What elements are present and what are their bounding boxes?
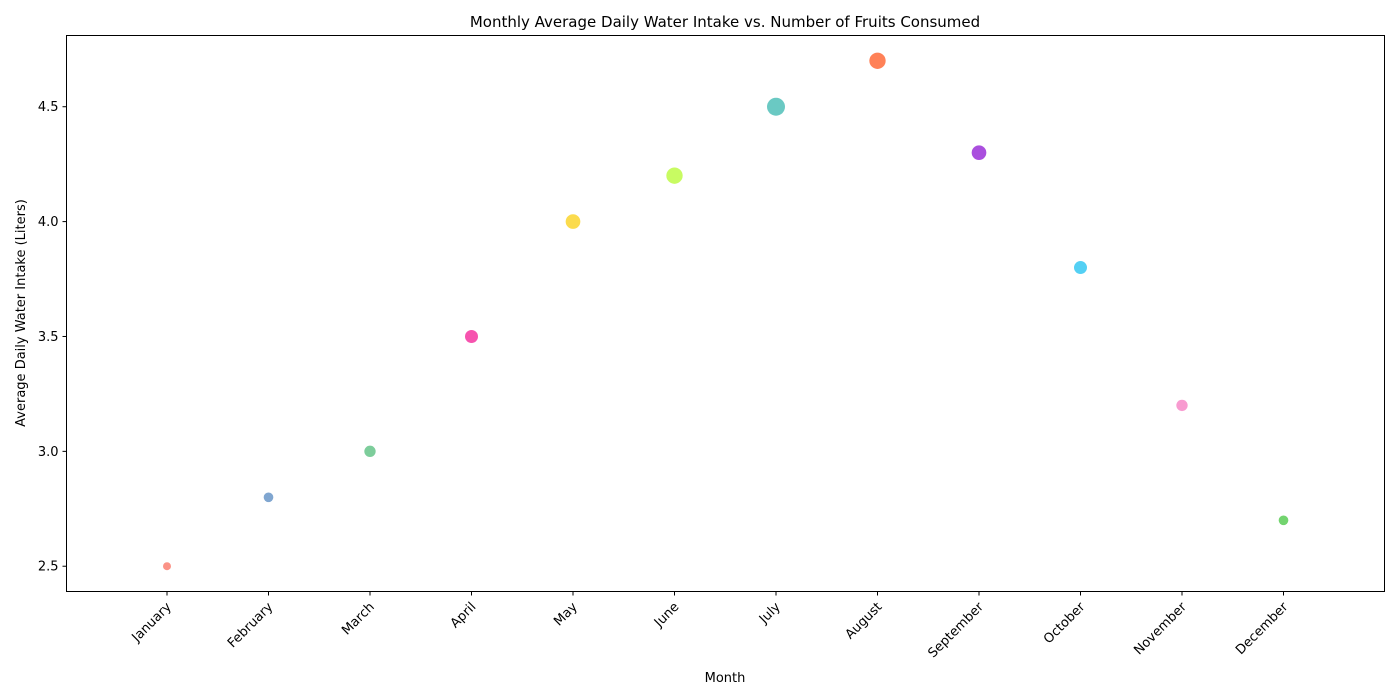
x-axis-label: Month xyxy=(705,671,746,686)
data-point-april xyxy=(465,329,478,343)
y-axis-label: Average Daily Water Intake (Liters) xyxy=(14,199,29,427)
data-point-august xyxy=(869,52,886,69)
y-tick-label: 4.5 xyxy=(38,100,59,115)
plot-area-frame xyxy=(66,35,1385,592)
data-point-january xyxy=(163,562,171,571)
x-tick-label: November xyxy=(1131,599,1190,658)
data-point-february xyxy=(263,492,274,503)
y-tick-label: 3.5 xyxy=(38,330,59,345)
x-tick-label: July xyxy=(756,600,784,628)
x-tick-label: December xyxy=(1233,599,1292,658)
data-point-october xyxy=(1074,261,1087,275)
data-point-july xyxy=(767,97,785,116)
x-tick-label: March xyxy=(339,600,378,639)
data-point-may xyxy=(565,214,581,229)
data-point-september xyxy=(971,145,987,161)
x-tick-label: August xyxy=(843,600,886,643)
data-point-march xyxy=(364,445,376,458)
x-tick-label: October xyxy=(1041,599,1089,647)
data-point-june xyxy=(666,167,683,184)
y-tick-label: 2.5 xyxy=(38,560,59,575)
x-tick-label: June xyxy=(651,600,682,631)
x-tick-label: May xyxy=(551,600,581,630)
x-tick-label: January xyxy=(129,600,175,646)
chart-title: Monthly Average Daily Water Intake vs. N… xyxy=(470,13,980,31)
y-tick-label: 3.0 xyxy=(38,445,59,460)
y-axis: 2.5 3.0 3.5 4.0 4.5 xyxy=(38,100,67,575)
y-tick-label: 4.0 xyxy=(38,215,59,230)
x-tick-label: February xyxy=(225,600,277,652)
data-point-december xyxy=(1278,515,1289,526)
x-axis: January February March April May June July Augu… xyxy=(129,591,1292,661)
data-point-november xyxy=(1176,399,1188,412)
data-points xyxy=(163,52,1289,571)
x-tick-label: September xyxy=(925,599,987,661)
x-tick-label: April xyxy=(448,600,480,632)
